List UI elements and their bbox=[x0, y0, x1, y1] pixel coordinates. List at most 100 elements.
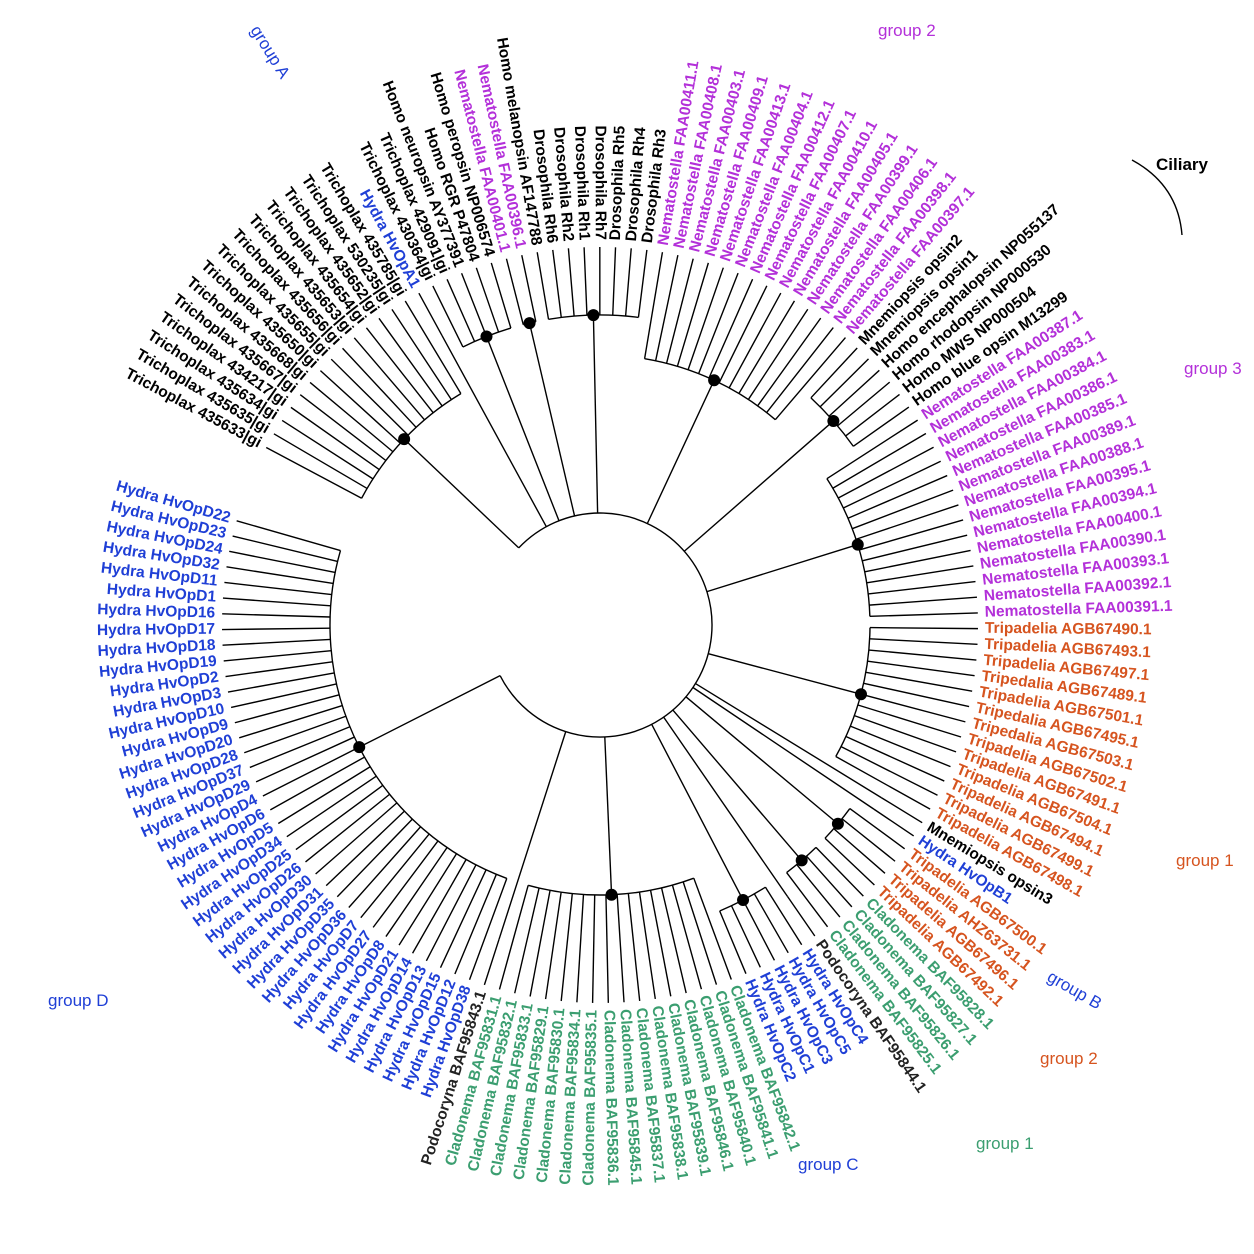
branch bbox=[485, 336, 560, 522]
branch bbox=[439, 869, 487, 968]
branch bbox=[616, 894, 625, 1003]
branch bbox=[336, 818, 413, 898]
ciliary-bracket bbox=[1131, 159, 1183, 236]
branch bbox=[460, 272, 488, 337]
branch bbox=[378, 317, 443, 407]
branch bbox=[624, 248, 632, 317]
group-label: group 3 bbox=[1184, 359, 1242, 378]
group-label: group D bbox=[48, 991, 108, 1010]
leaf-label: Nematostella FAA00391.1 bbox=[985, 598, 1174, 621]
branch bbox=[567, 248, 575, 317]
node-support bbox=[831, 817, 844, 830]
branch bbox=[325, 810, 405, 887]
branch bbox=[826, 419, 919, 480]
branch bbox=[880, 796, 923, 824]
branch bbox=[536, 252, 550, 320]
branch bbox=[290, 406, 380, 471]
branch bbox=[342, 347, 417, 428]
branch bbox=[867, 660, 975, 677]
branch bbox=[385, 847, 448, 937]
branch bbox=[358, 675, 501, 748]
leaf-label: Hydra HvOpD17 bbox=[97, 621, 215, 639]
branch bbox=[671, 884, 703, 990]
branch bbox=[230, 683, 337, 709]
branch bbox=[403, 438, 520, 549]
branch bbox=[441, 335, 547, 528]
branch bbox=[222, 597, 331, 607]
branch bbox=[824, 837, 875, 886]
branch bbox=[372, 840, 439, 928]
branch bbox=[224, 581, 332, 596]
branch bbox=[498, 885, 529, 990]
branch bbox=[766, 327, 834, 413]
node-support bbox=[795, 854, 808, 867]
branch bbox=[227, 672, 335, 693]
branch bbox=[236, 520, 341, 552]
leaf-label: Drosophila Rh5 bbox=[607, 125, 629, 241]
branch bbox=[718, 285, 768, 384]
branch bbox=[277, 766, 371, 825]
branch bbox=[529, 890, 551, 997]
branch bbox=[708, 278, 754, 379]
branch bbox=[810, 347, 858, 399]
branch bbox=[859, 519, 964, 551]
branch bbox=[685, 696, 839, 825]
branch bbox=[232, 535, 338, 563]
branch bbox=[490, 262, 512, 329]
branch bbox=[738, 300, 796, 394]
branch bbox=[692, 686, 875, 810]
branch bbox=[222, 613, 331, 618]
branch bbox=[843, 460, 941, 509]
branch bbox=[708, 653, 862, 695]
branch bbox=[499, 512, 713, 738]
branch bbox=[222, 638, 331, 646]
branch bbox=[869, 596, 978, 606]
branch bbox=[840, 745, 938, 796]
branch bbox=[706, 543, 858, 593]
leaf-label: Hydra HvOpD18 bbox=[97, 637, 216, 660]
group-label: group C bbox=[798, 1155, 858, 1174]
branch bbox=[315, 802, 398, 875]
branch bbox=[295, 784, 384, 851]
node-support bbox=[737, 894, 750, 907]
branch bbox=[796, 864, 841, 918]
branch bbox=[646, 380, 715, 524]
branch bbox=[229, 550, 336, 574]
branch bbox=[348, 826, 422, 908]
branch bbox=[868, 580, 976, 595]
branch bbox=[687, 267, 724, 371]
node-support bbox=[605, 888, 618, 901]
node-support bbox=[827, 414, 840, 427]
branch bbox=[638, 891, 656, 1000]
branch bbox=[786, 872, 829, 928]
branch bbox=[665, 258, 694, 364]
branch bbox=[854, 714, 957, 753]
group-label: group 2 bbox=[1040, 1049, 1098, 1068]
leaf-label: Cladonema BAF95835.1 bbox=[580, 1009, 600, 1185]
branch bbox=[864, 549, 971, 573]
branch bbox=[857, 704, 962, 738]
branch bbox=[483, 938, 500, 986]
branch bbox=[262, 746, 360, 797]
branch bbox=[753, 893, 789, 954]
branch bbox=[786, 896, 816, 937]
branch bbox=[391, 309, 452, 400]
leaf-label: Hydra HvOpD16 bbox=[97, 601, 216, 622]
leaf-label: Cladonema BAF95836.1 bbox=[600, 1010, 621, 1186]
branch bbox=[815, 846, 864, 897]
branch bbox=[592, 315, 599, 514]
branch bbox=[222, 627, 331, 631]
branch bbox=[837, 446, 934, 499]
branch bbox=[591, 894, 596, 1003]
branch bbox=[863, 682, 970, 708]
branch bbox=[806, 855, 853, 908]
branch bbox=[757, 317, 822, 407]
branch bbox=[660, 887, 687, 994]
branch bbox=[683, 420, 834, 552]
branch bbox=[869, 638, 978, 646]
branch bbox=[862, 534, 968, 562]
branch bbox=[828, 369, 880, 417]
branch bbox=[360, 833, 430, 919]
branch bbox=[728, 292, 782, 389]
